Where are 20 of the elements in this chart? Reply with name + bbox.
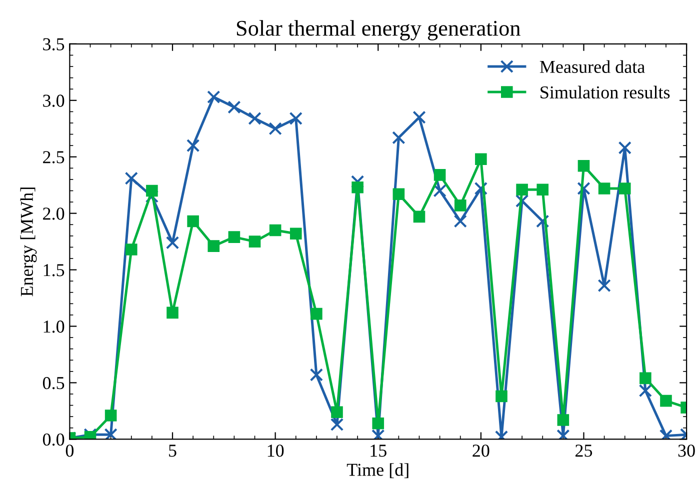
y-axis-title: Energy [MWh] (20, 188, 37, 296)
y-tick-label: 1.5 (44, 264, 64, 276)
x-tick-label: 15 (370, 444, 386, 457)
x-tick-label: 0 (66, 444, 74, 457)
y-tick-label: 2.5 (43, 151, 64, 164)
y-tick-label: 3.0 (43, 94, 64, 107)
chart-title: Solar thermal energy generation (236, 20, 520, 40)
x-tick-label: 10 (268, 444, 284, 457)
x-tick-label: 25 (576, 444, 592, 457)
y-tick-label: 0.0 (42, 433, 64, 446)
y-tick-label: 2.0 (43, 208, 64, 220)
legend-label: Measured data (540, 60, 645, 73)
x-tick-label: 30 (678, 444, 695, 457)
y-tick-label: 1.0 (44, 320, 64, 333)
x-axis-title: Time [d] (346, 463, 408, 478)
y-tick-label: 3.5 (43, 38, 64, 50)
y-tick-label: 0.5 (42, 376, 64, 390)
legend-label: Simulation results (540, 86, 670, 98)
x-tick-label: 5 (169, 444, 176, 457)
x-tick-label: 20 (472, 444, 490, 457)
